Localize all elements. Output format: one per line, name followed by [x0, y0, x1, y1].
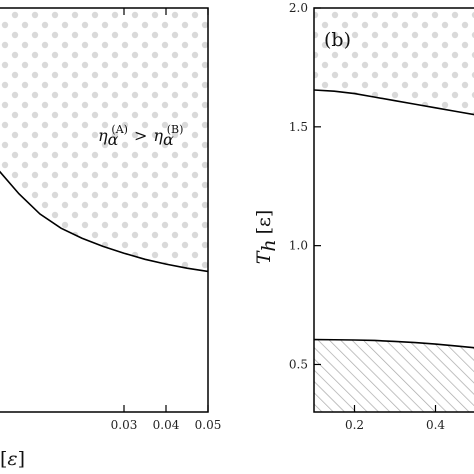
annotation-sup-b: (B): [167, 123, 184, 136]
panel-b-y-tick-label: 1.5: [289, 120, 308, 134]
annotation-sub-a: α: [108, 130, 119, 149]
y-label-unit: [ε]: [253, 210, 275, 235]
x-label-close-bracket: ]: [18, 448, 25, 470]
panel-b-x-tick-label: 0.4: [426, 418, 445, 432]
panel-a-annotation: ηα(A) > ηα(B): [98, 123, 183, 149]
panel-b-upper-curve: [314, 89, 474, 116]
panel-b-label: (b): [324, 29, 351, 51]
panel-b-lower-curve: [314, 338, 474, 349]
panel-b-frame: [313, 7, 474, 413]
y-label-sub: h: [258, 239, 280, 251]
panel-a-dotted-region: [0, 8, 208, 272]
annotation-eta-a: η: [98, 126, 108, 145]
panel-a-x-tick-label: 0.05: [195, 418, 222, 432]
panel-b-hatched-region: [314, 339, 474, 412]
panel-b-y-tick-label: 1.0: [289, 239, 308, 253]
panel-a-x-tick-label: 0.04: [153, 418, 180, 432]
panel-b-y-tick-label: 0.5: [289, 357, 308, 371]
panel-a-frame: [0, 7, 209, 413]
x-label-symbol: ε: [7, 448, 17, 470]
annotation-operator: >: [134, 126, 147, 145]
panel-a-x-tick-label: 0.03: [111, 418, 138, 432]
panel-a: 0.03 0.04 0.05 ηα(A) > ηα(B) [ε]: [0, 7, 222, 470]
panel-b-y-tick-label: 2.0: [289, 1, 308, 15]
y-label-main: T: [253, 250, 275, 264]
panel-a-boundary-curve: [0, 170, 208, 273]
panel-b-y-axis-label: Th [ε]: [253, 210, 280, 265]
panel-b-dotted-region: [314, 8, 474, 115]
x-label-open-bracket: [: [0, 448, 7, 470]
panel-a-x-axis-label: [ε]: [0, 448, 25, 470]
annotation-eta-b: η: [153, 126, 163, 145]
panel-b: 0.5 1.0 1.5 2.0 0.2 0.4 (b) Th [ε]: [253, 1, 474, 432]
panel-b-x-tick-label: 0.2: [345, 418, 364, 432]
annotation-sup-a: (A): [111, 123, 128, 136]
annotation-sub-b: α: [163, 130, 174, 149]
